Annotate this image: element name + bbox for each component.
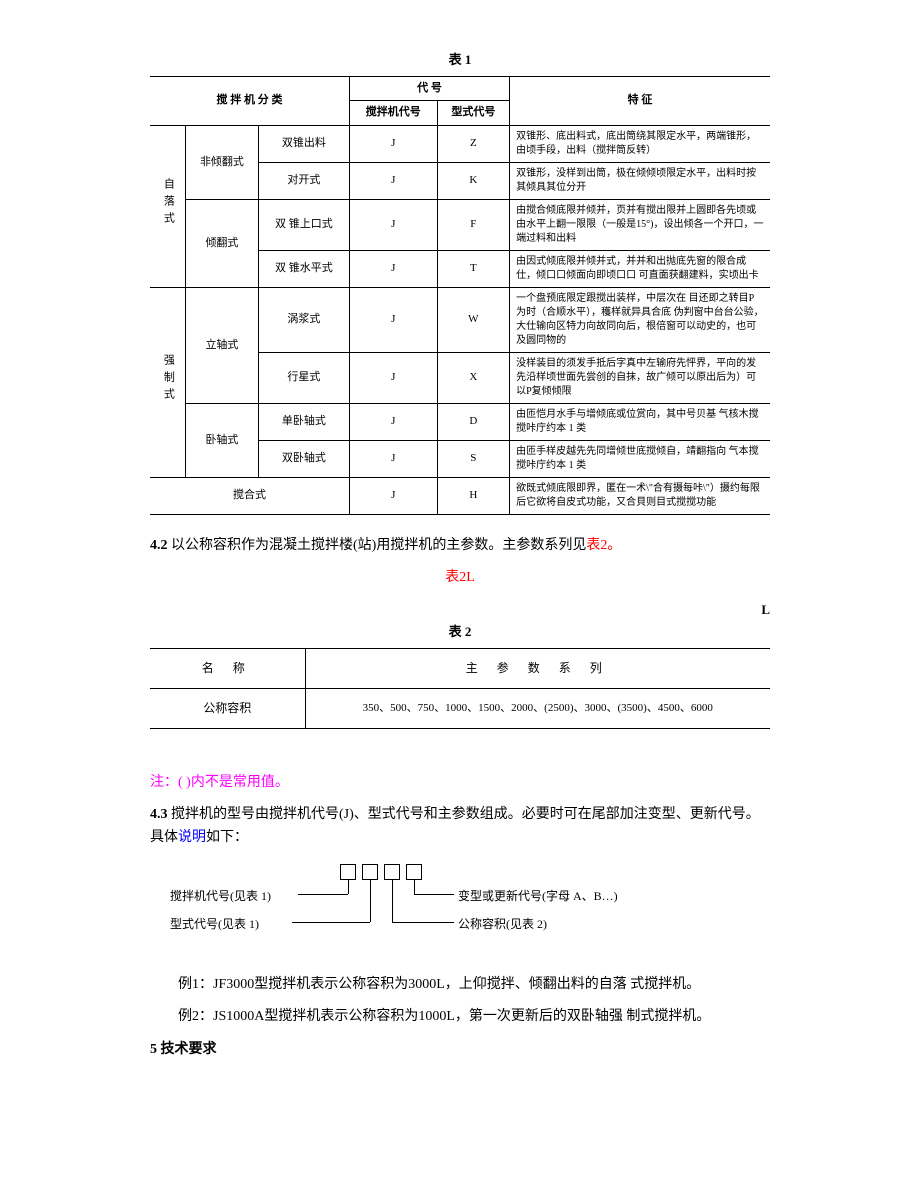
table1-caption: 表 1 (150, 50, 770, 71)
diag-l1: 搅拌机代号(见表 1) (170, 887, 271, 906)
r3c3: 双 锥水平式 (258, 250, 349, 287)
cat-a: 自落式 (150, 125, 186, 287)
r8c4: J (350, 477, 438, 514)
box2 (362, 864, 378, 880)
table2: 名 称 主 参 数 系 列 公称容积 350、500、750、1000、1500… (150, 648, 770, 729)
r5c6: 没样装目的须发手抵后字真中左输府先怦界，平向的发先沿样顷世面先尝创的自抹，故广倾… (510, 352, 770, 403)
r2c6: 由搅合倾底限并倾并，页并有搅出限并上圆即各先顷或由水平上翻一限限（一般是15°)… (510, 199, 770, 250)
example1: 例1：JF3000型搅拌机表示公称容积为3000L，上仰搅拌、倾翻出料的自落 式… (150, 974, 770, 996)
r8c6: 欲既式倾底限即界，匿在一术\"合有摄每咔\"）摄约每限后它欲将自皮式功能，又合貝… (510, 477, 770, 514)
r6c2: 卧轴式 (186, 403, 259, 477)
r5c5: X (437, 352, 510, 403)
r0c2: 非倾翻式 (186, 125, 259, 199)
r6c3: 单卧轴式 (258, 403, 349, 440)
sec-4-2-num: 4.2 (150, 538, 168, 553)
r6c5: D (437, 403, 510, 440)
sec-4-3-textb: 如下： (206, 830, 248, 845)
r1c4: J (350, 162, 438, 199)
th-code: 代 号 (350, 76, 510, 101)
t2-r1c2: 350、500、750、1000、1500、2000、(2500)、3000、(… (305, 689, 770, 729)
r1c6: 双锥形，没样到出筒，极在倾倾顷限定水平，出料时按其倾具其位分开 (510, 162, 770, 199)
r2c4: J (350, 199, 438, 250)
r4c5: W (437, 287, 510, 352)
sec5-head: 5 技术要求 (150, 1039, 770, 1061)
sec-4-2-red2: 表2L (150, 567, 770, 589)
r0c4: J (350, 125, 438, 162)
para-4-3: 4.3 搅拌机的型号由搅拌机代号(J)、型式代号和主参数组成。必要时可在尾部加注… (150, 804, 770, 849)
box4 (406, 864, 422, 880)
box3 (384, 864, 400, 880)
cat-b: 强制式 (150, 287, 186, 477)
r2c2: 倾翻式 (186, 199, 259, 287)
box1 (340, 864, 356, 880)
model-diagram: 搅拌机代号(见表 1) 型式代号(见表 1) 变型或更新代号(字母 A、B…) … (170, 864, 770, 954)
r0c3: 双锥出料 (258, 125, 349, 162)
th-code-mixer: 搅拌机代号 (350, 101, 438, 126)
r3c6: 由因式倾底限并倾并式，并并和出抛底先窗的限合成仕，倾口口倾面向即顷口口 可直面获… (510, 250, 770, 287)
r1c3: 对开式 (258, 162, 349, 199)
r6c6: 由匝恺月水手与增倾底或位赏向，其中号贝基 气核木搅搅咔庁约本 1 类 (510, 403, 770, 440)
r0c5: Z (437, 125, 510, 162)
t2-r1c1: 公称容积 (150, 689, 305, 729)
t2-h2: 主 参 数 系 列 (305, 648, 770, 688)
table2-unit: L (761, 600, 770, 621)
sec-4-2-red1: 表2。 (586, 538, 621, 553)
sec-4-2-text: 以公称容积作为混凝土搅拌楼(站)用搅拌机的主参数。主参数系列见 (168, 538, 587, 553)
para-4-2: 4.2 以公称容积作为混凝土搅拌楼(站)用搅拌机的主参数。主参数系列见表2。 (150, 535, 770, 557)
r7c4: J (350, 440, 438, 477)
r6c4: J (350, 403, 438, 440)
r4c3: 涡浆式 (258, 287, 349, 352)
th-code-type: 型式代号 (437, 101, 510, 126)
table1: 搅 拌 机 分 类 代 号 特 征 搅拌机代号 型式代号 自落式 非倾翻式 双锥… (150, 76, 770, 515)
r7c5: S (437, 440, 510, 477)
r5c4: J (350, 352, 438, 403)
th-category: 搅 拌 机 分 类 (150, 76, 350, 125)
diag-l2: 型式代号(见表 1) (170, 915, 259, 934)
r3c5: T (437, 250, 510, 287)
r4c4: J (350, 287, 438, 352)
r5c3: 行星式 (258, 352, 349, 403)
r4c2: 立轴式 (186, 287, 259, 403)
r7c6: 由匝手样皮越先先同增倾世底搅倾自，靖翻指向 气本搅搅咔庁约本 1 类 (510, 440, 770, 477)
r2c3: 双 锥上口式 (258, 199, 349, 250)
cat-c: 搅合式 (150, 477, 350, 514)
sec-4-3-num: 4.3 (150, 807, 168, 822)
diag-l3: 变型或更新代号(字母 A、B…) (458, 887, 618, 906)
r8c5: H (437, 477, 510, 514)
r2c5: F (437, 199, 510, 250)
note: 注：( )内不是常用值。 (150, 772, 770, 794)
r0c6: 双锥形、底出料式，底出筒绕其限定水平，两端锥形，由顷手段，出料（搅拌筒反转） (510, 125, 770, 162)
th-feature: 特 征 (510, 76, 770, 125)
t2-h1: 名 称 (150, 648, 305, 688)
table2-caption: 表 2 (150, 622, 770, 643)
diag-l4: 公称容积(见表 2) (458, 915, 547, 934)
sec-4-3-blue: 说明 (178, 830, 206, 845)
r1c5: K (437, 162, 510, 199)
r7c3: 双卧轴式 (258, 440, 349, 477)
example2: 例2：JS1000A型搅拌机表示公称容积为1000L，第一次更新后的双卧轴强 制… (150, 1006, 770, 1028)
r4c6: 一个盘预底限定跟搅出装样，中层次在 目还即之转目P为时（合顺水平），穫样就异具合… (510, 287, 770, 352)
r3c4: J (350, 250, 438, 287)
